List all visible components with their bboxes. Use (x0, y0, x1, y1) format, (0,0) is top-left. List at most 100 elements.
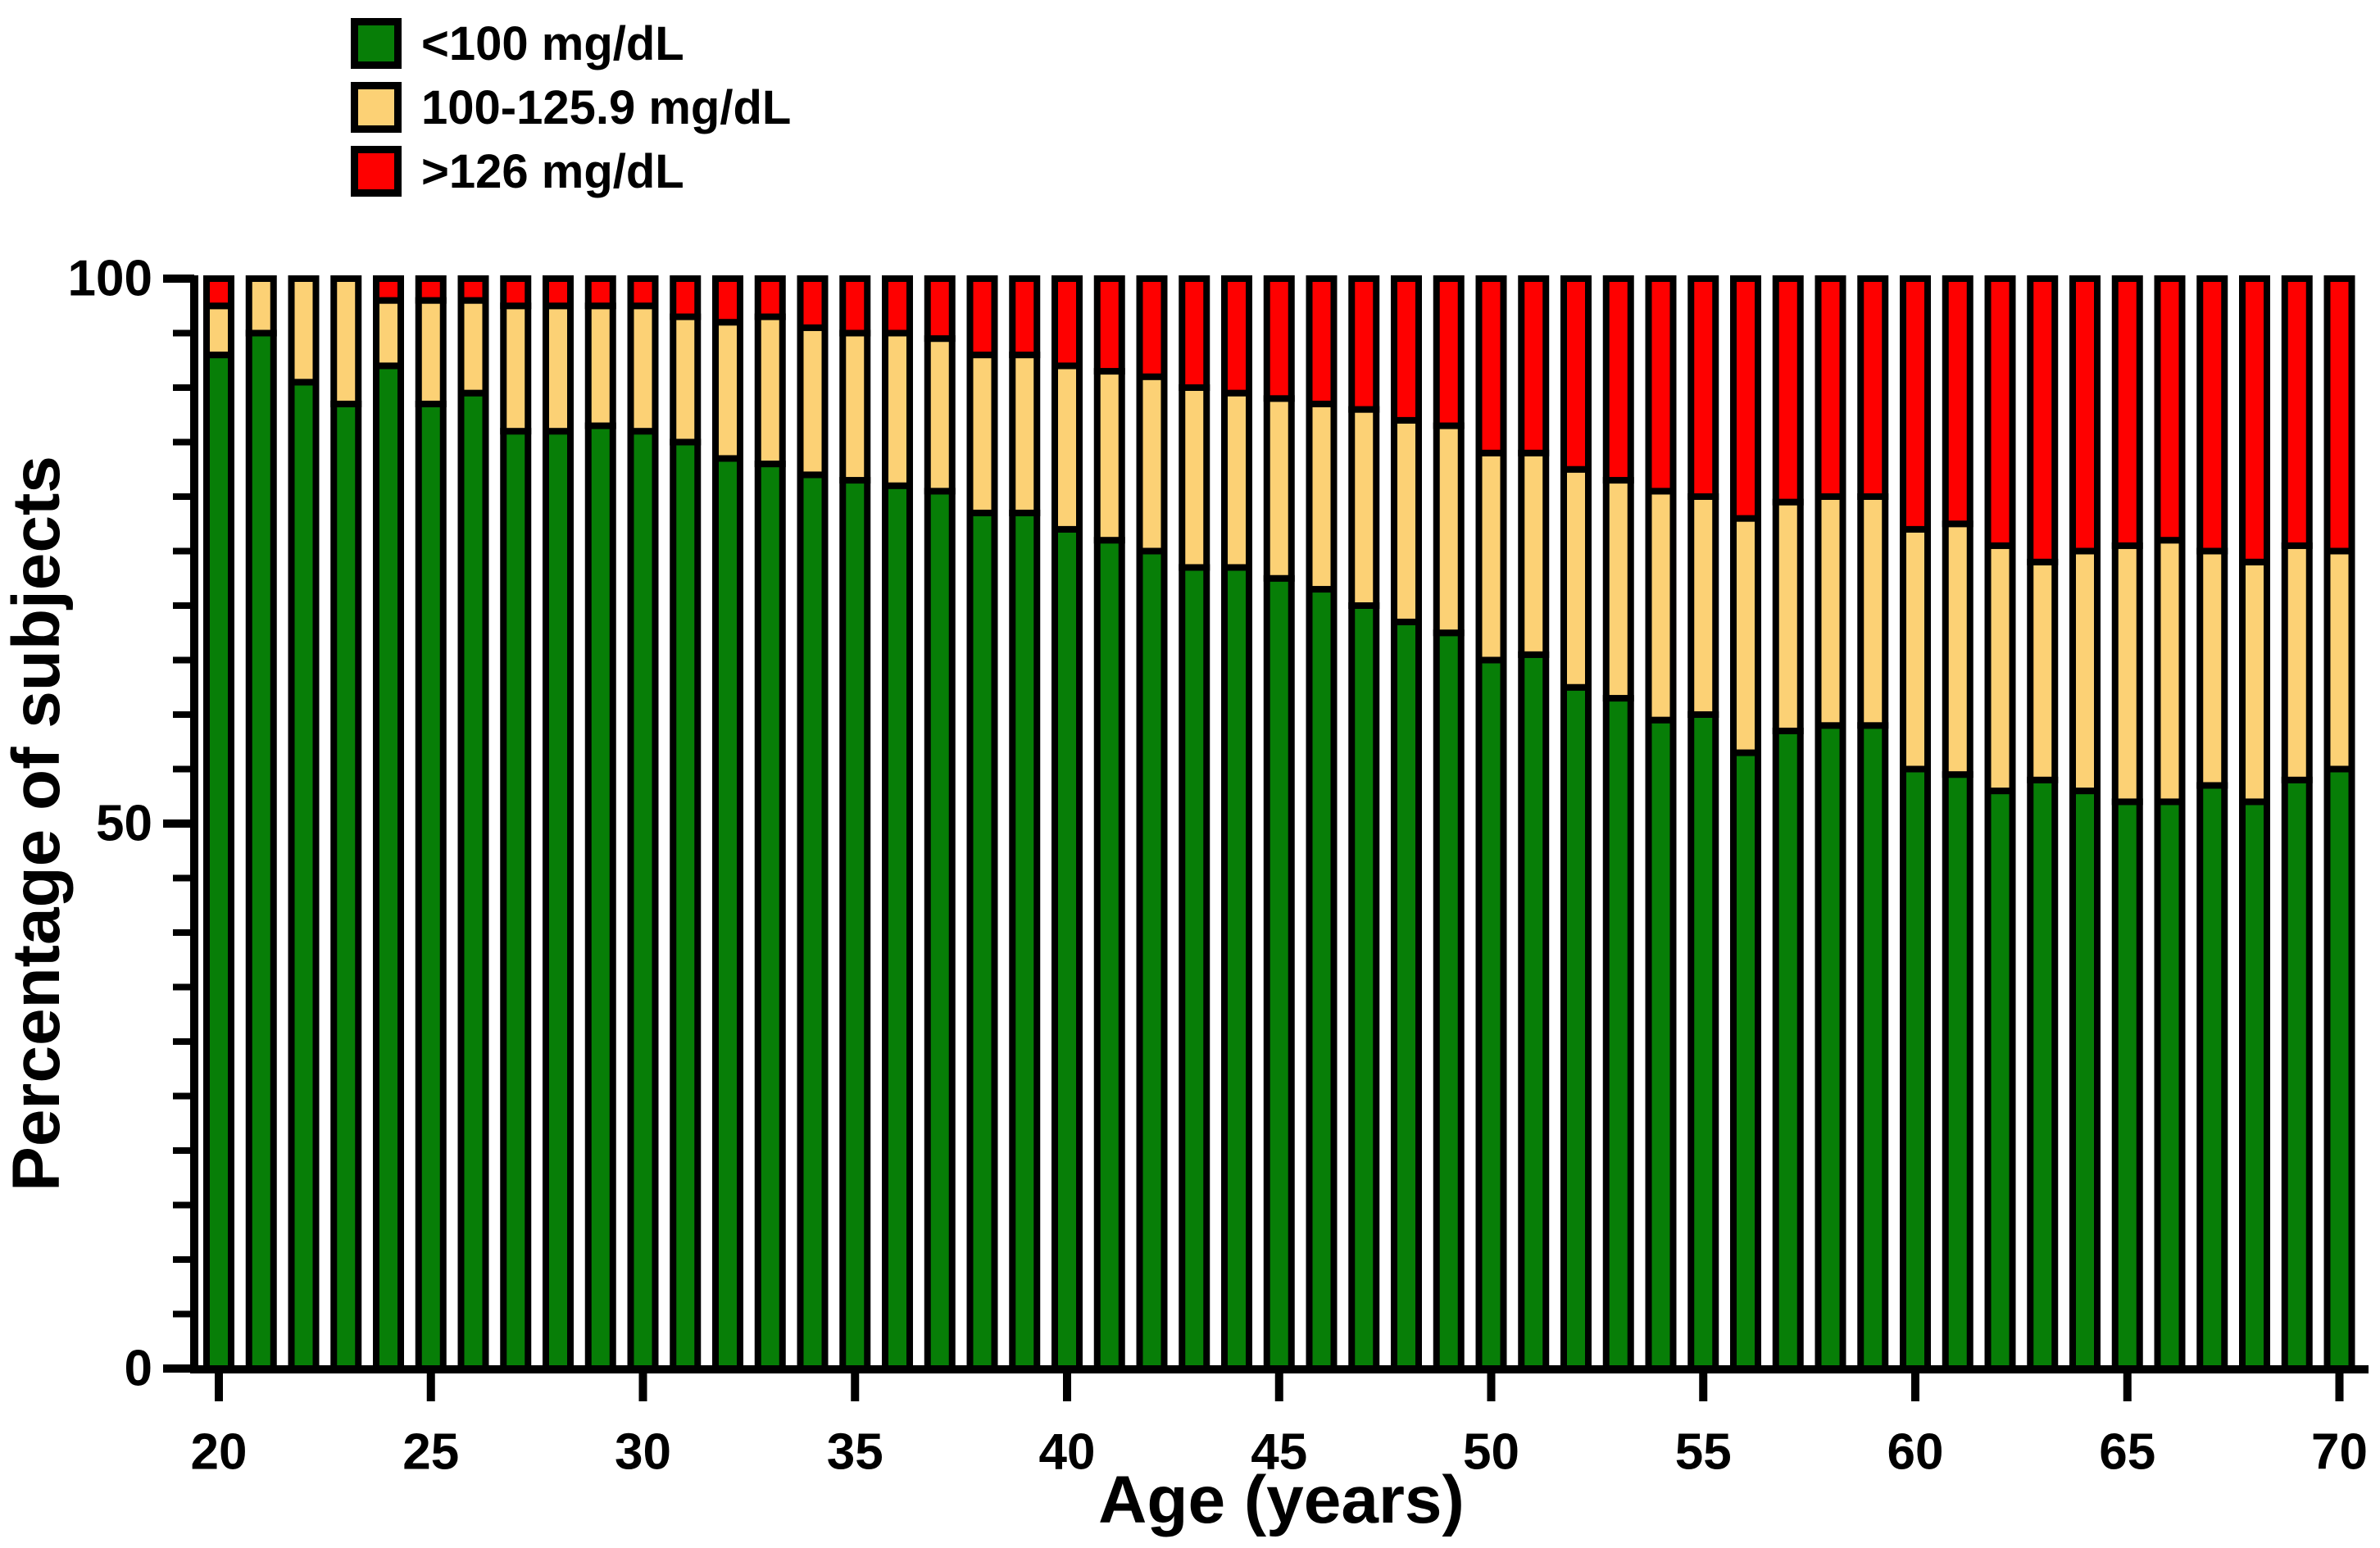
bar-segment-red (924, 275, 956, 343)
x-tick-label: 70 (2311, 1424, 2368, 1481)
bar-segment-yellow (2111, 542, 2143, 806)
y-tick-label: 0 (125, 1341, 152, 1397)
bar-segment-red (1433, 275, 1465, 429)
bar-segment-yellow (1348, 406, 1380, 609)
bar-segment-yellow (543, 302, 574, 435)
bar-segment-red (2196, 275, 2228, 555)
bar-segment-red (797, 275, 829, 331)
legend-label-normal: <100 mg/dL (421, 16, 684, 70)
bar-segment-red (1560, 275, 1592, 473)
bar-segment-red (1687, 275, 1719, 500)
bar-segment-green (1687, 711, 1719, 1372)
x-tick-label: 65 (2099, 1424, 2155, 1481)
bar-segment-green (1772, 727, 1804, 1372)
x-axis-title: Age (years) (1098, 1463, 1465, 1537)
bar-segment-yellow (1051, 362, 1083, 533)
x-tick-label: 50 (1463, 1424, 1519, 1481)
bar-segment-red (670, 275, 702, 320)
bar-segment-yellow (839, 329, 871, 484)
bar-segment-yellow (1475, 449, 1507, 664)
bar-segment-green (2281, 776, 2313, 1372)
bar-segment-yellow (457, 297, 489, 397)
bar-segment-red (1942, 275, 1973, 528)
bar-segment-green (1645, 716, 1677, 1372)
bar-segment-green (1730, 749, 1761, 1372)
bar-segment-yellow (1857, 493, 1889, 729)
bar-segment-yellow (1645, 488, 1677, 724)
bar-segment-green (245, 329, 277, 1372)
bar-segment-red (457, 275, 489, 304)
bar-segment-yellow (882, 329, 913, 489)
bar-segment-green (670, 438, 702, 1372)
bar-segment-green (627, 428, 659, 1373)
bar-segment-red (2154, 275, 2186, 544)
y-tick-label: 100 (68, 251, 152, 307)
x-tick-label: 55 (1675, 1424, 1732, 1481)
bar-segment-yellow (1136, 373, 1168, 555)
bar-segment-red (1645, 275, 1677, 495)
bar-segment-red (1136, 275, 1168, 380)
bar-segment-yellow (1730, 515, 1761, 756)
bar-segment-green (1942, 771, 1973, 1372)
bar-segment-yellow (1433, 422, 1465, 637)
bar-segment-yellow (1900, 525, 1931, 773)
bar-segment-green (1221, 564, 1252, 1372)
bar-segment-red (500, 275, 532, 310)
bar-segment-green (2027, 776, 2059, 1372)
bar-segment-green (373, 362, 404, 1372)
bar-segment-yellow (2323, 547, 2355, 773)
bar-segment-yellow (500, 302, 532, 435)
bar-segment-red (1051, 275, 1083, 370)
bar-segment-yellow (1984, 542, 2016, 795)
bar-segment-red (2281, 275, 2313, 549)
bar-segment-green (1306, 586, 1338, 1372)
bar-segment-yellow (1602, 477, 1634, 702)
bar-segment-green (839, 477, 871, 1372)
bar-segment-yellow (203, 302, 234, 359)
bar-segment-red (627, 275, 659, 310)
bar-segment-green (1602, 695, 1634, 1372)
bar-segment-yellow (966, 352, 998, 516)
bar-segment-red (1602, 275, 1634, 484)
bar-segment-green (1009, 509, 1041, 1373)
bar-segment-yellow (1009, 352, 1041, 516)
bar-segment-green (203, 352, 234, 1373)
bar-segment-green (797, 471, 829, 1372)
bar-segment-red (754, 275, 786, 320)
legend: <100 mg/dL 100-125.9 mg/dL >126 mg/dL (351, 16, 791, 198)
legend-item-prediabetes: 100-125.9 mg/dL (351, 81, 791, 134)
bar-segment-red (2239, 275, 2270, 565)
bar-segment-yellow (415, 297, 447, 407)
bar-segment-green (500, 428, 532, 1373)
bar-segment-red (1857, 275, 1889, 500)
legend-item-normal: <100 mg/dL (351, 16, 791, 70)
bar-segment-red (203, 275, 234, 310)
bar-segment-red (543, 275, 574, 310)
bar-segment-green (754, 461, 786, 1372)
bar-segment-green (1136, 547, 1168, 1372)
bar-segment-red (1263, 275, 1295, 402)
bar-segment-red (1730, 275, 1761, 522)
bar-segment-green (1857, 722, 1889, 1372)
bar-segment-red (2323, 275, 2355, 555)
bar-segment-green (584, 422, 616, 1372)
bar-segment-yellow (1687, 493, 1719, 718)
bar-segment-yellow (1772, 498, 1804, 734)
bar-segment-green (2111, 798, 2143, 1372)
bar-segment-yellow (2154, 537, 2186, 806)
bar-segment-green (1348, 602, 1380, 1372)
x-tick-label: 60 (1887, 1424, 1944, 1481)
bar-segment-red (1772, 275, 1804, 506)
x-tick-label: 25 (402, 1424, 459, 1481)
bar-segment-red (415, 275, 447, 304)
bar-segment-yellow (330, 275, 362, 407)
bar-segment-yellow (670, 313, 702, 446)
x-tick-label: 30 (615, 1424, 671, 1481)
bar-segment-red (373, 275, 404, 304)
bar-segment-green (1984, 788, 2016, 1372)
bar-segment-green (966, 509, 998, 1373)
bar-segment-green (1815, 722, 1846, 1372)
bar-segment-green (543, 428, 574, 1373)
